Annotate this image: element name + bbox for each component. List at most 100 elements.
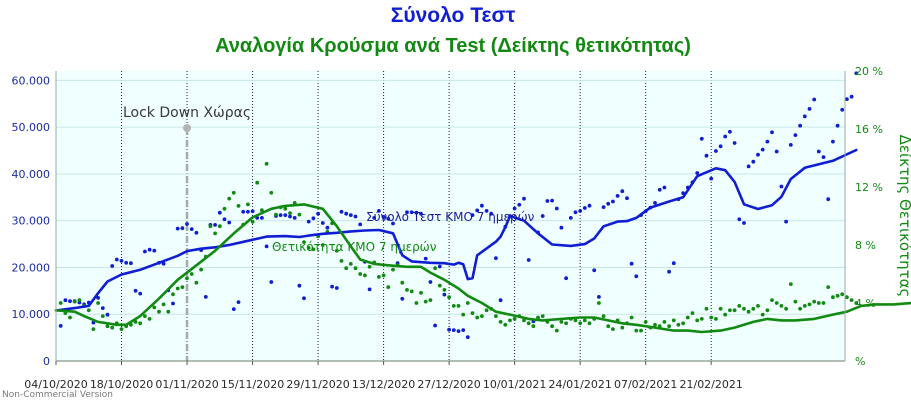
scatter-point xyxy=(597,301,601,305)
scatter-point xyxy=(704,306,709,311)
scatter-point xyxy=(419,211,423,216)
scatter-point xyxy=(709,176,714,181)
scatter-point xyxy=(288,214,292,219)
scatter-point xyxy=(96,296,100,300)
scatter-point xyxy=(746,309,751,314)
scatter-point xyxy=(685,315,690,320)
x-tick-labels: 04/10/2020 18/10/2020 01/11/2020 15/11/2020… xyxy=(24,361,743,391)
scatter-point xyxy=(480,314,484,318)
scatter-point xyxy=(189,227,194,232)
scatter-point xyxy=(760,312,765,317)
scatter-point xyxy=(597,295,601,299)
scatter-point xyxy=(662,320,667,324)
scatter-point xyxy=(302,296,306,301)
daily-tests-points xyxy=(58,71,859,339)
scatter-point xyxy=(203,295,208,299)
scatter-point xyxy=(423,256,428,261)
scatter-point xyxy=(470,311,475,315)
scatter-point xyxy=(826,197,831,202)
scatter-point xyxy=(241,209,246,214)
scatter-point xyxy=(606,201,611,206)
scatter-point xyxy=(58,301,63,305)
scatter-point xyxy=(217,210,222,215)
scatter-point xyxy=(611,199,615,204)
series-label-tests: Σύνολο Τεστ ΚΜΟ 7 ημερών xyxy=(366,210,535,224)
scatter-point xyxy=(428,298,433,302)
scatter-point xyxy=(283,213,288,218)
scatter-point xyxy=(377,275,381,279)
scatter-point xyxy=(344,266,349,271)
y-right-tick-label: 12 % xyxy=(855,181,883,194)
scatter-point xyxy=(400,280,405,285)
scatter-point xyxy=(793,133,798,138)
scatter-point xyxy=(138,321,143,326)
scatter-point xyxy=(227,196,232,201)
x-tick-label: 27/12/2020 xyxy=(417,378,480,391)
scatter-point xyxy=(723,312,728,317)
scatter-point xyxy=(451,304,456,308)
scatter-point xyxy=(77,298,82,302)
scatter-point xyxy=(367,287,372,292)
scatter-point xyxy=(269,280,274,284)
scatter-point xyxy=(372,216,377,220)
scatter-point xyxy=(854,301,859,305)
scatter-point xyxy=(653,322,657,327)
scatter-point xyxy=(657,187,662,192)
scatter-point xyxy=(274,212,278,217)
scatter-point xyxy=(461,312,466,317)
scatter-point xyxy=(620,325,625,330)
scatter-point xyxy=(798,123,802,128)
scatter-point xyxy=(292,216,297,220)
scatter-point xyxy=(386,216,391,221)
scatter-point xyxy=(433,266,437,271)
scatter-point xyxy=(728,308,732,313)
scatter-point xyxy=(334,248,339,253)
scatter-point xyxy=(339,259,344,263)
scatter-point xyxy=(353,214,358,219)
scatter-point xyxy=(634,328,639,333)
scatter-point xyxy=(58,324,63,328)
scatter-point xyxy=(587,321,592,326)
y-right-tick-labels: % 4 % 8 % 12 % 16 % 20 % xyxy=(855,65,883,368)
scatter-point xyxy=(297,212,302,217)
scatter-point xyxy=(391,267,395,272)
scatter-point xyxy=(363,273,367,278)
scatter-point xyxy=(447,295,451,300)
x-tick-label: 07/02/2021 xyxy=(614,378,677,391)
scatter-point xyxy=(213,223,218,227)
scatter-point xyxy=(601,314,606,318)
scatter-point xyxy=(620,189,625,194)
scatter-point xyxy=(494,314,498,318)
scatter-point xyxy=(784,219,788,224)
scatter-point xyxy=(470,213,475,218)
scatter-point xyxy=(484,209,489,213)
scatter-point xyxy=(746,164,751,169)
scatter-point xyxy=(742,306,746,311)
scatter-point xyxy=(419,291,423,295)
scatter-point xyxy=(550,324,554,329)
x-tick-label: 29/11/2020 xyxy=(286,378,349,391)
scatter-point xyxy=(100,306,105,310)
scatter-point xyxy=(110,264,115,268)
scatter-point xyxy=(236,300,241,304)
scatter-point xyxy=(695,171,700,175)
scatter-point xyxy=(568,216,573,220)
scatter-point xyxy=(246,209,250,214)
scatter-point xyxy=(91,327,96,331)
scatter-point xyxy=(194,280,199,285)
scatter-point xyxy=(414,301,419,305)
scatter-point xyxy=(255,180,260,185)
scatter-point xyxy=(704,153,709,158)
scatter-point xyxy=(377,209,381,213)
scatter-point xyxy=(774,149,779,154)
y-left-tick-label: 10.000 xyxy=(12,308,51,321)
scatter-point xyxy=(606,324,611,329)
scatter-point xyxy=(540,214,545,218)
scatter-point xyxy=(185,222,189,226)
scatter-point xyxy=(756,304,760,308)
scatter-point xyxy=(816,149,821,154)
series-line xyxy=(54,203,911,334)
scatter-point xyxy=(152,305,157,310)
scatter-point xyxy=(194,230,199,235)
scatter-point xyxy=(442,292,447,297)
